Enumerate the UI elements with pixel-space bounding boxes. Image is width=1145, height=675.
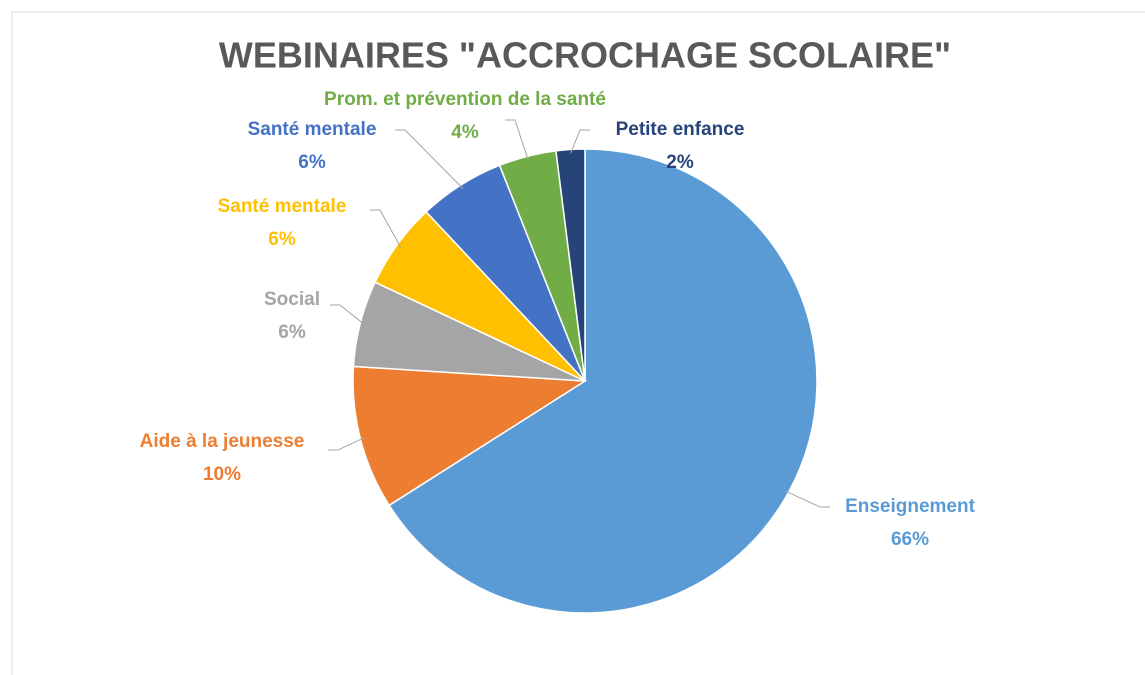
slice-label: Aide à la jeunesse: [140, 431, 305, 452]
slice-value-label: 6%: [298, 152, 326, 173]
leader-line: [570, 129, 590, 154]
leader-line: [328, 437, 365, 451]
slice-label: Prom. et prévention de la santé: [324, 89, 606, 110]
slice-value-label: 66%: [891, 529, 929, 550]
slice-label: Petite enfance: [616, 119, 745, 140]
leader-line: [370, 209, 401, 248]
slice-label: Social: [264, 289, 320, 310]
chart-title: WEBINAIRES "ACCROCHAGE SCOLAIRE": [219, 35, 951, 76]
leader-line: [505, 119, 529, 161]
pie-slice: [555, 148, 586, 382]
slice-value-label: 6%: [268, 229, 296, 250]
slice-value-label: 10%: [203, 464, 241, 485]
slice-label: Santé mentale: [218, 196, 347, 217]
slice-value-label: 6%: [278, 322, 306, 343]
pie-slice: [352, 365, 588, 507]
leader-line: [784, 490, 830, 508]
slice-label: Enseignement: [845, 496, 976, 517]
slice-label: Santé mentale: [248, 119, 377, 140]
leader-line: [395, 129, 464, 189]
slice-value-label: 2%: [666, 152, 694, 173]
leader-line: [330, 304, 365, 325]
slice-value-label: 4%: [451, 122, 479, 143]
